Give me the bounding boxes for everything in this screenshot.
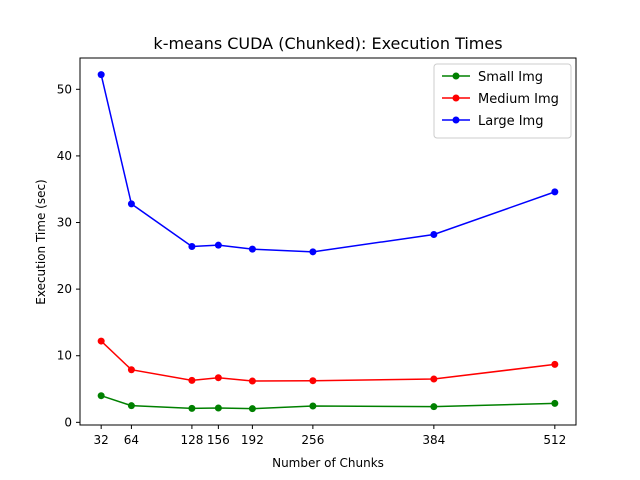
data-point-large-img xyxy=(430,231,438,239)
data-point-large-img xyxy=(248,245,256,253)
legend-marker-small-img xyxy=(452,72,460,80)
plot-area: 32 64 128 156 192 256 384 512 0 10 20 30 40 50 xyxy=(57,57,577,447)
legend-label-small-img: Small Img xyxy=(478,70,543,85)
data-point-large-img xyxy=(309,248,317,256)
data-point-medium-img xyxy=(430,375,438,383)
series-line-medium-img xyxy=(100,340,555,382)
series-line-small-img xyxy=(100,394,555,410)
data-point-large-img xyxy=(188,242,196,250)
data-point-small-img xyxy=(214,404,222,412)
x-tick-label: 156 xyxy=(207,433,230,447)
x-tick-label: 128 xyxy=(180,433,203,447)
y-axis-label: Execution Time (sec) xyxy=(34,179,48,304)
y-tick-label: 0 xyxy=(64,415,72,429)
data-point-medium-img xyxy=(309,377,317,385)
y-tick-label: 30 xyxy=(57,216,72,230)
series-line-large-img xyxy=(100,74,556,253)
data-point-medium-img xyxy=(97,337,105,345)
y-tick-label: 20 xyxy=(57,282,72,296)
legend: Small Img Medium Img Large Img xyxy=(433,63,572,139)
data-point-medium-img xyxy=(127,366,135,374)
legend-label-large-img: Large Img xyxy=(478,114,543,129)
x-tick-label: 192 xyxy=(241,433,264,447)
x-tick-label: 512 xyxy=(543,433,566,447)
legend-marker-large-img xyxy=(452,116,460,124)
data-point-small-img xyxy=(309,402,317,410)
legend-label-medium-img: Medium Img xyxy=(478,92,559,107)
x-tick-label: 384 xyxy=(422,433,445,447)
data-point-large-img xyxy=(127,200,135,208)
data-point-medium-img xyxy=(551,360,559,368)
x-tick-label: 64 xyxy=(124,433,139,447)
x-axis-label: Number of Chunks xyxy=(272,456,384,470)
data-point-small-img xyxy=(127,402,135,410)
data-point-small-img xyxy=(97,392,105,400)
x-tick-label: 32 xyxy=(94,433,109,447)
data-point-medium-img xyxy=(188,376,196,384)
data-point-small-img xyxy=(248,405,256,413)
axes-frame xyxy=(79,57,577,426)
data-point-small-img xyxy=(551,399,559,407)
data-point-medium-img xyxy=(214,374,222,382)
y-tick-label: 40 xyxy=(57,149,72,163)
data-point-large-img xyxy=(97,71,105,79)
data-point-large-img xyxy=(551,188,559,196)
data-point-small-img xyxy=(188,404,196,412)
x-tick-label: 256 xyxy=(301,433,324,447)
y-tick-label: 50 xyxy=(57,82,72,96)
data-point-small-img xyxy=(430,403,438,411)
data-point-large-img xyxy=(214,241,222,249)
data-point-medium-img xyxy=(248,377,256,385)
chart-title: k-means CUDA (Chunked): Execution Times xyxy=(153,34,502,53)
y-tick-label: 10 xyxy=(57,349,72,363)
legend-marker-medium-img xyxy=(452,94,460,102)
